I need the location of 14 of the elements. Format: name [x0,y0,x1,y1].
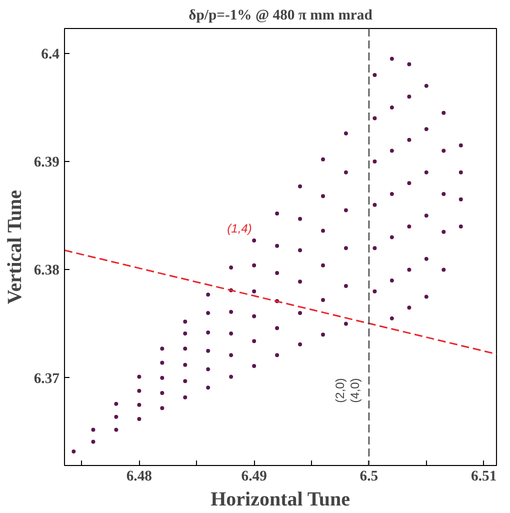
y-tick-label: 6.39 [34,154,60,171]
x-tick-label: 6.49 [241,468,267,484]
y-tick-label: 6.4 [41,46,60,62]
annotation: (4,0) [348,378,362,403]
chart-title: δp/p=-1% @ 480 π mm mrad [188,8,372,24]
y-tick-label: 6.38 [34,262,60,279]
x-tick-label: 6.48 [126,468,152,484]
x-axis-title: Horizontal Tune [210,488,350,510]
y-axis-title: Vertical Tune [4,190,26,304]
y-tick-label: 6.37 [34,370,60,387]
annotation: (1,4) [227,222,252,236]
x-tick-label: 6.5 [360,468,378,484]
x-tick-label: 6.51 [471,468,497,484]
annotation: (2,0) [332,378,347,403]
